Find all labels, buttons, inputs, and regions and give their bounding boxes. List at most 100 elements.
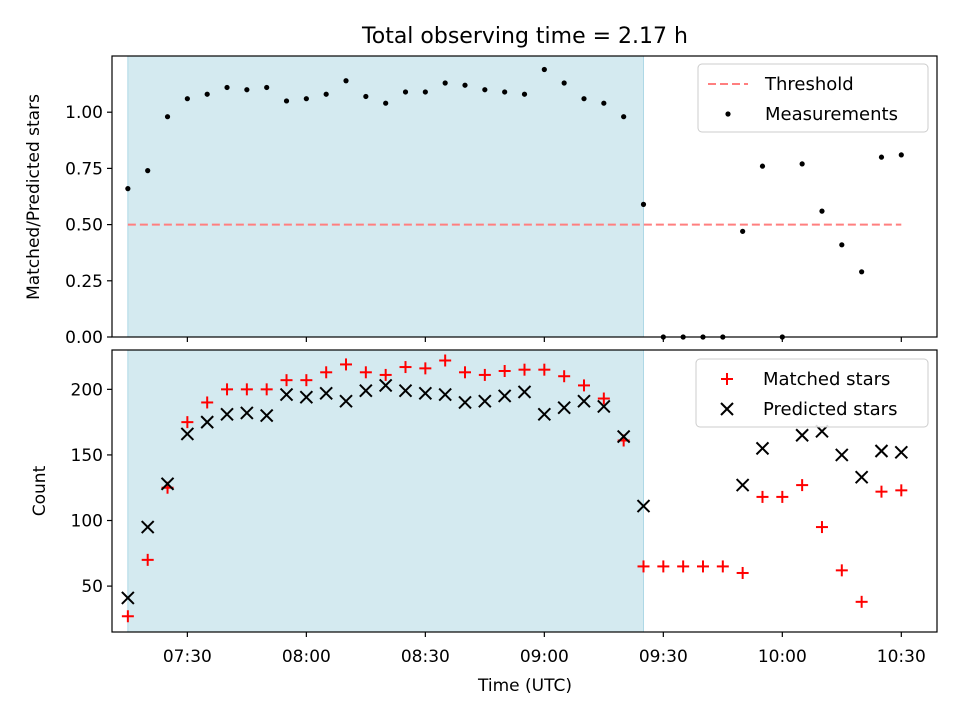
matched-point [141, 553, 154, 566]
predicted-point [795, 428, 809, 442]
y-tick-label: 0.00 [65, 328, 103, 348]
measurement-point [561, 80, 567, 86]
y-tick-label: 200 [71, 380, 103, 400]
predicted-point [755, 441, 770, 456]
legend-predicted-label: Predicted stars [763, 399, 897, 420]
predicted-point [121, 591, 135, 605]
predicted-point [438, 387, 452, 402]
matched-point [716, 560, 729, 573]
predicted-point [537, 407, 552, 421]
measurement-point [462, 82, 468, 88]
predicted-point [259, 408, 274, 423]
measurement-point [303, 96, 309, 102]
matched-point [835, 564, 848, 577]
matched-point [855, 595, 868, 608]
measurement-point [740, 228, 746, 234]
predicted-point [458, 395, 472, 410]
y-tick-label: 0.75 [65, 159, 103, 179]
measurement-point [819, 208, 825, 214]
measurement-point [422, 89, 428, 95]
predicted-point [616, 429, 631, 444]
matched-point [359, 366, 372, 379]
measurement-point [323, 91, 329, 97]
predicted-point [180, 427, 195, 441]
matched-point [439, 354, 452, 367]
matched-point [399, 361, 412, 374]
top-y-axis-label: Matched/Predicted stars [24, 94, 44, 300]
predicted-point [735, 478, 750, 492]
matched-point [558, 370, 571, 383]
measurement-point [145, 168, 151, 174]
measurement-point [125, 186, 131, 192]
predicted-point [339, 394, 353, 408]
predicted-point [517, 385, 532, 399]
matched-point [201, 396, 214, 409]
matched-point [300, 374, 313, 387]
y-tick-label: 150 [71, 446, 103, 466]
matched-point [776, 490, 789, 503]
legend-matched-swatch [721, 373, 733, 385]
measurement-point [343, 78, 349, 84]
measurement-point [502, 89, 508, 95]
matched-point [121, 610, 134, 623]
matched-point [677, 560, 690, 573]
matched-point [320, 366, 333, 379]
measurement-point [363, 93, 369, 100]
x-axis-label: Time (UTC) [477, 676, 572, 696]
predicted-point [577, 394, 591, 408]
matched-point [895, 484, 908, 497]
predicted-point [299, 390, 314, 404]
matched-point [796, 479, 809, 492]
matched-point [736, 566, 749, 579]
bottom-y-axis-label: Count [30, 465, 50, 516]
y-tick-label: 100 [71, 512, 103, 532]
predicted-point [240, 406, 254, 420]
legend-measurements-label: Measurements [765, 104, 898, 125]
x-tick-label: 09:30 [639, 647, 688, 667]
measurement-point [898, 152, 904, 158]
legend-threshold-label: Threshold [764, 74, 854, 95]
predicted-point [636, 499, 651, 513]
measurement-point [521, 91, 528, 97]
matched-point [340, 358, 353, 371]
predicted-point [378, 378, 393, 393]
measurement-point [839, 242, 845, 248]
measurement-point [482, 87, 488, 93]
predicted-point [398, 383, 413, 398]
predicted-point [597, 399, 611, 414]
top-shaded-span [127, 55, 644, 338]
matched-point [696, 560, 709, 573]
top-panel: Total observing time = 2.17 h 0.00 0.25 0.… [24, 24, 938, 348]
measurement-point [224, 84, 230, 91]
matched-point [577, 379, 590, 392]
measurement-point [621, 114, 627, 120]
top-legend: Threshold Measurements [697, 63, 929, 133]
x-tick-label: 07:30 [163, 647, 212, 667]
bottom-shaded-span [127, 349, 644, 633]
matched-point [221, 383, 234, 396]
matched-point [637, 560, 650, 573]
x-tick-label: 10:00 [758, 647, 807, 667]
measurement-point [184, 96, 190, 102]
measurement-point [244, 87, 250, 93]
top-legend-box [697, 63, 929, 133]
x-tick-label: 10:30 [877, 647, 926, 667]
y-tick-label: 0.25 [65, 272, 103, 292]
top-plot-frame [111, 55, 938, 338]
measurement-point [601, 100, 607, 106]
matched-point [597, 392, 610, 405]
matched-stars-series [121, 354, 908, 623]
matched-point [260, 383, 273, 396]
predicted-point [478, 394, 492, 408]
predicted-point [359, 383, 373, 398]
matched-point [459, 366, 472, 379]
x-tick-label: 08:00 [282, 647, 331, 667]
measurement-point [799, 161, 805, 167]
matched-point [498, 364, 511, 377]
measurement-point [878, 154, 885, 160]
measurement-point [402, 89, 409, 95]
predicted-point [835, 448, 849, 462]
bottom-legend: Matched stars Predicted stars [695, 358, 929, 428]
bottom-legend-box [695, 358, 929, 428]
x-tick-label: 08:30 [401, 647, 450, 667]
